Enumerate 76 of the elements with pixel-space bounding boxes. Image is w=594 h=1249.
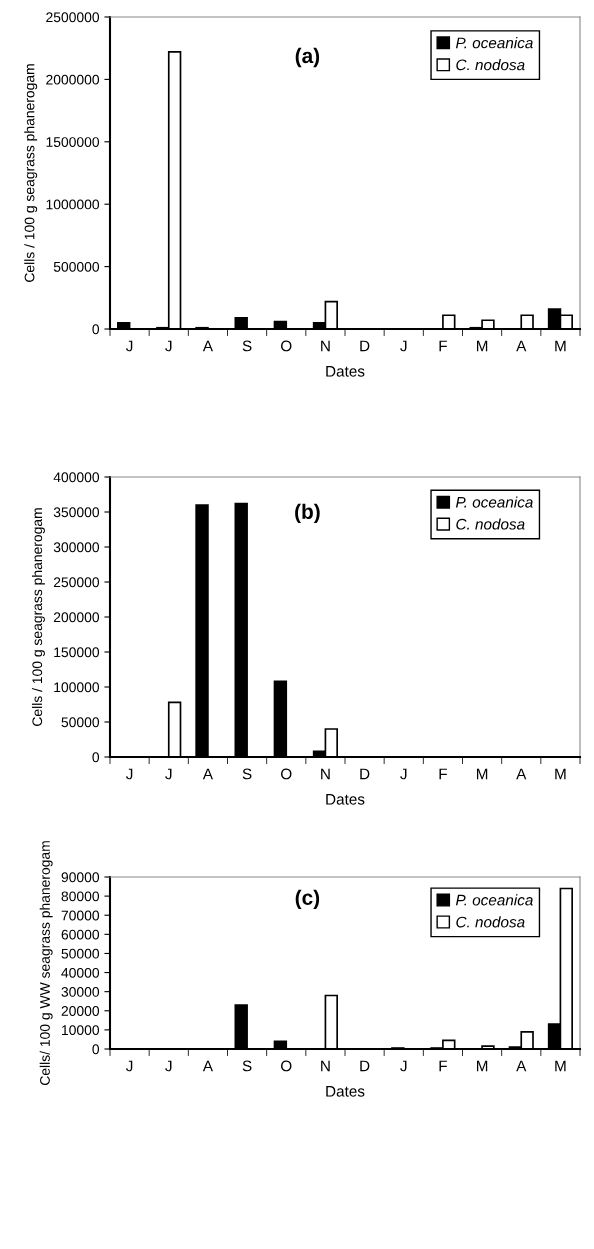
y-tick-label: 10000 <box>62 1025 100 1036</box>
x-tick-label: M <box>476 768 488 780</box>
y-tick-label: 0 <box>92 324 100 335</box>
y-tick-label: 30000 <box>61 987 100 997</box>
x-tick-label: O <box>281 340 292 352</box>
x-tick-label: M <box>476 340 488 352</box>
x-tick-label: A <box>202 768 213 780</box>
y-tick-label: 400000 <box>53 472 100 483</box>
x-tick-label: S <box>242 340 252 352</box>
y-tick-label: 60000 <box>61 929 100 940</box>
y-tick-label: 0 <box>92 1044 100 1055</box>
x-tick-label: A <box>516 1060 527 1072</box>
x-tick-label: O <box>281 768 292 780</box>
y-tick-label: 350000 <box>53 507 100 518</box>
y-tick-label: 200000 <box>53 612 100 623</box>
legend-label: P. oceanica <box>455 894 533 906</box>
x-tick-label: N <box>321 768 330 780</box>
y-tick-label: 70000 <box>61 910 100 921</box>
y-tick-label: 50000 <box>61 948 100 959</box>
x-tick-label: D <box>360 768 370 780</box>
x-tick-label: A <box>516 340 527 352</box>
legend-label: C. nodosa <box>456 916 525 928</box>
x-tick-label: D <box>360 1060 370 1072</box>
x-tick-label: A <box>202 1060 213 1072</box>
y-tick-label: 2000000 <box>46 74 100 85</box>
y-tick-label: 20000 <box>61 1006 100 1016</box>
y-tick-label: 0 <box>92 752 100 763</box>
x-tick-label: O <box>281 1060 292 1072</box>
y-tick-label: 90000 <box>61 872 100 883</box>
y-tick-label: 40000 <box>61 967 100 978</box>
y-tick-label: 80000 <box>61 891 100 902</box>
y-axis-title: Cells/ 100 g WW seagrass phanerogam <box>39 841 53 1086</box>
x-tick-label: N <box>321 1060 330 1072</box>
x-tick-label: S <box>242 1060 252 1072</box>
x-axis-title: Dates <box>326 366 365 377</box>
text: (a) <box>295 47 320 68</box>
x-tick-label: J <box>400 1060 407 1072</box>
x-tick-label: D <box>360 340 370 352</box>
y-axis-title: Cells / 100 g seagrass phanerogam <box>24 64 38 282</box>
x-tick-label: F <box>439 340 447 352</box>
y-tick-label: 50000 <box>61 717 100 728</box>
legend-label: C. nodosa <box>456 59 525 71</box>
y-axis-title: Cells / 100 g seagrass phanerogam <box>31 508 45 726</box>
x-tick-label: J <box>126 340 133 352</box>
x-tick-label: J <box>126 1060 133 1072</box>
y-tick-label: 1000000 <box>46 199 100 210</box>
y-tick-label: 2500000 <box>46 12 100 23</box>
x-tick-label: F <box>439 1060 447 1072</box>
legend-label: P. oceanica <box>455 37 533 49</box>
x-tick-label: J <box>400 340 407 352</box>
x-tick-label: J <box>165 1060 172 1072</box>
x-tick-label: J <box>165 340 172 352</box>
x-tick-label: M <box>476 1060 488 1072</box>
x-tick-label: J <box>126 768 133 780</box>
y-tick-label: 500000 <box>53 261 100 272</box>
x-tick-label: J <box>400 768 407 780</box>
x-tick-label: J <box>165 768 172 780</box>
y-tick-label: 250000 <box>53 577 100 588</box>
x-tick-label: A <box>516 768 527 780</box>
legend-label: C. nodosa <box>456 518 525 530</box>
x-tick-label: S <box>242 768 252 780</box>
y-tick-label: 1500000 <box>46 137 100 147</box>
x-tick-label: M <box>555 340 566 352</box>
x-tick-label: M <box>555 768 566 780</box>
y-tick-label: 100000 <box>54 682 100 693</box>
x-tick-label: A <box>202 340 213 352</box>
legend-label: P. oceanica <box>455 496 533 508</box>
y-tick-label: 150000 <box>54 647 100 658</box>
text: (c) <box>295 889 320 910</box>
x-tick-label: F <box>439 768 447 780</box>
text: (b) <box>295 503 320 524</box>
y-tick-label: 300000 <box>53 542 100 553</box>
x-tick-label: M <box>555 1060 566 1072</box>
x-axis-title: Dates <box>326 794 365 805</box>
x-tick-label: N <box>321 340 330 352</box>
x-axis-title: Dates <box>326 1086 365 1097</box>
